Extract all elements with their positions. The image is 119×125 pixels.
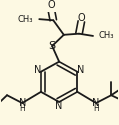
Text: O: O (47, 0, 55, 10)
Text: N: N (77, 65, 85, 75)
Text: N: N (92, 98, 100, 108)
Text: O: O (77, 13, 85, 23)
Text: H: H (93, 104, 99, 113)
Text: S: S (49, 41, 56, 51)
Text: N: N (19, 98, 26, 108)
Text: N: N (34, 65, 41, 75)
Text: H: H (19, 104, 25, 113)
Text: CH₃: CH₃ (18, 15, 33, 24)
Text: CH₃: CH₃ (99, 31, 114, 40)
Text: N: N (55, 101, 63, 111)
